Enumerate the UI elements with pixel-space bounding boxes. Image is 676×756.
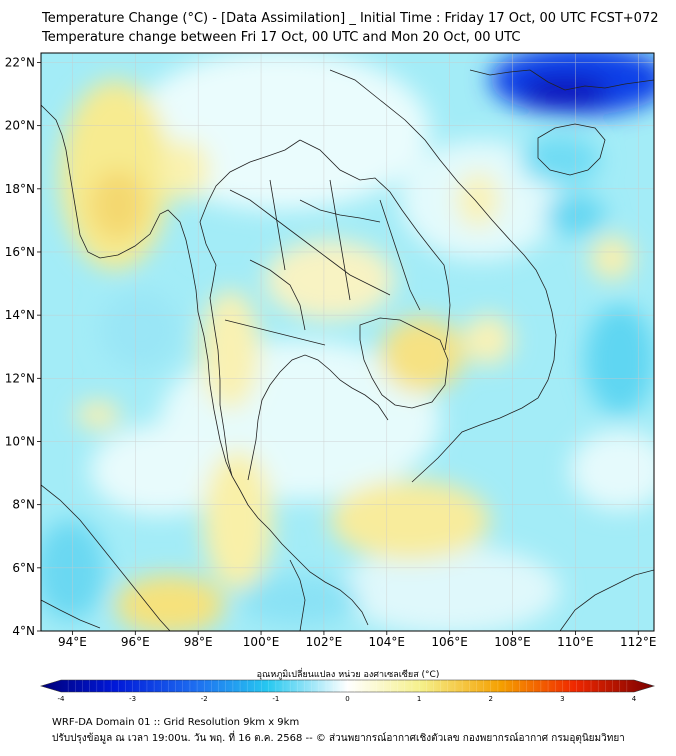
colorbar-tick-label: 2 — [489, 695, 493, 703]
colorbar-tick-label: -4 — [58, 695, 66, 703]
lat-tick-label: 14°N — [5, 308, 35, 322]
map-subtitle: Temperature change between Fri 17 Oct, 0… — [42, 30, 521, 45]
lat-tick-label: 18°N — [5, 182, 35, 196]
colorbar-tick-label: 3 — [560, 695, 564, 703]
latitude-axis: 22°N 20°N 18°N 16°N 14°N 12°N 10°N 8°N 6°N 4°N — [5, 55, 41, 638]
lat-tick-label: 20°N — [5, 119, 35, 133]
map-title: Temperature Change (°C) - [Data Assimila… — [42, 11, 659, 26]
update-credit: ปรับปรุงข้อมูล ณ เวลา 19:00น. วัน พฤ. ที… — [52, 733, 625, 744]
colorbar-tick-label: -3 — [129, 695, 136, 703]
colorbar-tick-label: -2 — [201, 695, 208, 703]
colorbar: อุณหภูมิเปลี่ยนแปลง หน่วย องศาเซลเซียส (… — [39, 667, 656, 703]
lat-tick-label: 22°N — [5, 55, 35, 69]
longitude-axis: 94°E 96°E 98°E 100°E 102°E 104°E 106°E 108°E 110… — [58, 631, 657, 649]
lon-tick-label: 106°E — [431, 635, 468, 649]
lon-tick-label: 112°E — [620, 635, 657, 649]
colorbar-tick-label: -1 — [272, 695, 279, 703]
lat-tick-label: 8°N — [12, 498, 35, 512]
lat-tick-label: 12°N — [5, 371, 35, 385]
colorbar-tick-label: 0 — [345, 695, 349, 703]
lon-tick-label: 102°E — [306, 635, 343, 649]
colorbar-label: อุณหภูมิเปลี่ยนแปลง หน่วย องศาเซลเซียส (… — [257, 667, 440, 680]
lon-tick-label: 100°E — [243, 635, 280, 649]
lon-tick-label: 94°E — [58, 635, 87, 649]
lat-tick-label: 16°N — [5, 245, 35, 259]
lon-tick-label: 108°E — [494, 635, 531, 649]
coastlines-borders — [41, 69, 654, 631]
lat-tick-label: 10°N — [5, 434, 35, 448]
colorbar-tick-label: 1 — [417, 695, 421, 703]
plot-frame — [40, 52, 655, 632]
model-info: WRF-DA Domain 01 :: Grid Resolution 9km … — [52, 717, 300, 728]
lon-tick-label: 96°E — [121, 635, 150, 649]
temperature-field — [41, 53, 654, 631]
colorbar-tick-label: 4 — [632, 695, 637, 703]
lon-tick-label: 110°E — [557, 635, 594, 649]
lat-tick-label: 6°N — [12, 561, 35, 575]
lat-tick-label: 4°N — [12, 624, 35, 638]
lon-tick-label: 98°E — [184, 635, 213, 649]
lon-tick-label: 104°E — [369, 635, 406, 649]
colorbar-bar — [39, 679, 656, 693]
